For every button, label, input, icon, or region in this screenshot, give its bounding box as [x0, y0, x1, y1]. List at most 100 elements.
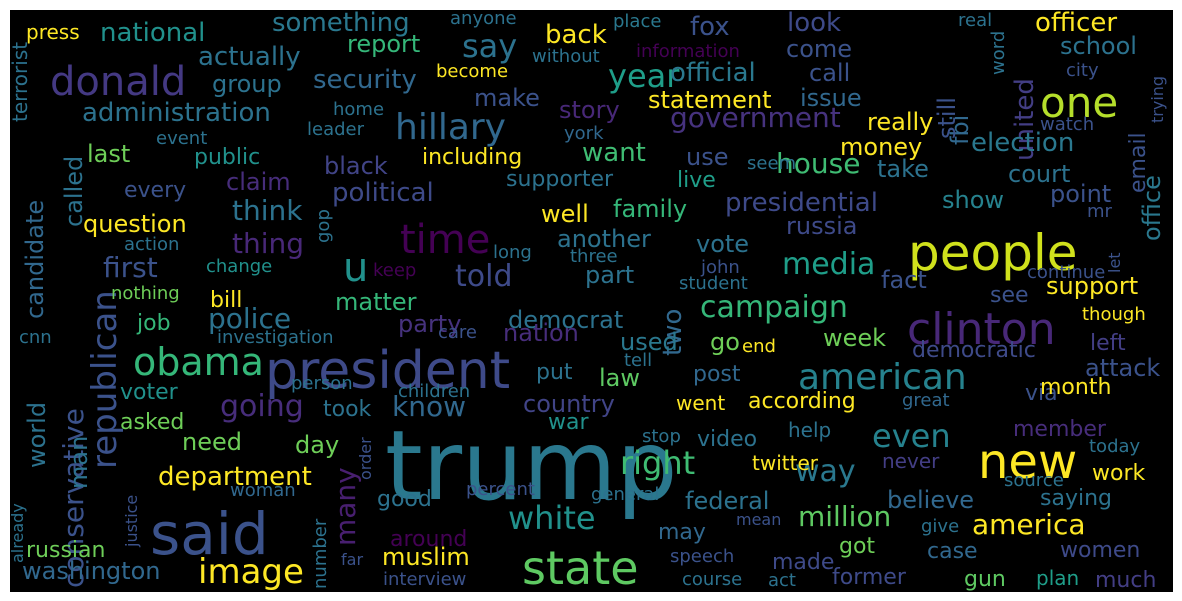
word-cloud-word: way: [795, 454, 856, 489]
word-cloud-word: mr: [1087, 201, 1112, 222]
word-cloud-word: never: [882, 449, 940, 473]
word-cloud-word: fox: [690, 12, 730, 42]
word-cloud-word: week: [823, 324, 887, 352]
word-cloud-word: people: [908, 224, 1078, 282]
word-cloud-word: national: [100, 18, 206, 48]
word-cloud-word: official: [670, 58, 756, 88]
word-cloud-word: fact: [881, 266, 927, 294]
word-cloud-word: told: [455, 259, 513, 294]
word-cloud-word: money: [840, 133, 923, 161]
word-cloud-word: trying: [1148, 75, 1167, 123]
word-cloud-word: think: [232, 194, 303, 227]
word-cloud-word: part: [585, 261, 635, 289]
word-cloud-word: donald: [50, 59, 187, 105]
word-cloud-word: put: [536, 360, 573, 385]
word-cloud-word: took: [323, 397, 372, 422]
word-cloud-word: back: [545, 20, 607, 50]
word-cloud-word: woman: [230, 480, 296, 501]
word-cloud-word: world: [23, 401, 51, 468]
word-cloud-word: women: [1060, 538, 1141, 563]
word-cloud-word: police: [208, 302, 292, 335]
word-cloud-word: day: [295, 431, 340, 459]
word-cloud-word: called: [60, 155, 88, 227]
word-cloud-word: gop: [313, 209, 334, 243]
word-cloud-word: bill: [210, 288, 243, 313]
word-cloud-word: officer: [1035, 10, 1118, 38]
word-cloud-word: image: [198, 552, 304, 592]
word-cloud-word: need: [182, 428, 242, 456]
word-cloud-word: democrat: [508, 306, 624, 334]
word-cloud-word: school: [1060, 32, 1137, 60]
word-cloud-word: million: [798, 500, 892, 533]
word-cloud-word: media: [782, 247, 876, 282]
word-cloud-word: state: [522, 541, 639, 592]
word-cloud-word: place: [613, 11, 662, 32]
word-cloud-word: obama: [133, 340, 264, 384]
word-cloud-word: live: [677, 168, 716, 193]
word-cloud-word: according: [748, 389, 856, 414]
word-cloud-word: justice: [122, 494, 141, 547]
word-cloud-word: information: [636, 41, 740, 62]
word-cloud-word: action: [124, 234, 180, 255]
word-cloud-word: attack: [1085, 354, 1161, 382]
word-cloud-word: really: [867, 108, 934, 136]
word-cloud-word: home: [333, 99, 385, 120]
word-cloud-word: house: [776, 147, 861, 180]
word-cloud-word: watch: [1040, 114, 1095, 135]
word-cloud-word: saying: [1040, 486, 1112, 511]
word-cloud-word: vote: [696, 230, 750, 258]
word-cloud-word: seem: [747, 153, 797, 174]
word-cloud-word: member: [1013, 417, 1106, 442]
word-cloud-word: may: [658, 520, 706, 545]
word-cloud-word: family: [613, 195, 688, 223]
word-cloud-word: report: [347, 30, 421, 58]
word-cloud-word: say: [462, 27, 518, 65]
word-cloud-word: last: [87, 140, 131, 168]
word-cloud-word: democratic: [912, 338, 1036, 363]
word-cloud-word: case: [927, 539, 978, 564]
word-cloud-word: word: [988, 30, 1009, 75]
word-cloud-word: law: [599, 364, 641, 392]
word-cloud-word: group: [212, 70, 282, 98]
word-cloud-word: plan: [1036, 566, 1080, 590]
word-cloud-word: right: [620, 444, 696, 482]
word-cloud-word: issue: [800, 84, 862, 112]
word-cloud-word: department: [158, 462, 312, 492]
word-cloud-word: look: [787, 10, 842, 38]
word-cloud-word: act: [768, 570, 796, 591]
word-cloud-word: come: [786, 35, 853, 63]
word-cloud-word: stop: [642, 426, 681, 447]
word-cloud-word: new: [978, 434, 1078, 490]
word-cloud-word: statement: [648, 86, 772, 114]
word-cloud-word: though: [1082, 304, 1146, 325]
word-cloud-word: administration: [82, 98, 271, 128]
word-cloud-word: supporter: [506, 167, 614, 192]
word-cloud-word: month: [1040, 375, 1112, 400]
word-cloud-word: including: [422, 145, 523, 170]
word-cloud-word: city: [1066, 60, 1099, 81]
word-cloud-word: used: [620, 328, 678, 356]
word-cloud-word: actually: [198, 42, 301, 72]
word-cloud-word: another: [557, 225, 651, 253]
word-cloud-word: campaign: [700, 290, 848, 325]
word-cloud-word: show: [942, 186, 1005, 214]
word-cloud-word: use: [686, 143, 729, 171]
word-cloud-word: care: [438, 322, 478, 343]
word-cloud-word: already: [10, 503, 27, 563]
word-cloud-word: post: [693, 362, 741, 387]
word-cloud-word: white: [508, 499, 596, 537]
word-cloud-word: republican: [85, 290, 125, 469]
word-cloud-word: tell: [624, 350, 653, 371]
word-cloud-word: voter: [120, 380, 178, 405]
word-cloud-word: keep: [373, 260, 417, 281]
word-cloud-word: know: [392, 390, 466, 423]
word-cloud-word: york: [564, 123, 604, 144]
word-cloud-word: john: [701, 257, 740, 278]
word-cloud-word: well: [541, 200, 589, 228]
word-cloud-word: thing: [232, 227, 305, 260]
word-cloud-word: former: [832, 565, 906, 590]
word-cloud-word: percent: [466, 479, 535, 500]
word-cloud-word: without: [532, 46, 600, 67]
word-cloud-word: continue: [1027, 262, 1106, 283]
word-cloud-word: federal: [685, 487, 770, 515]
